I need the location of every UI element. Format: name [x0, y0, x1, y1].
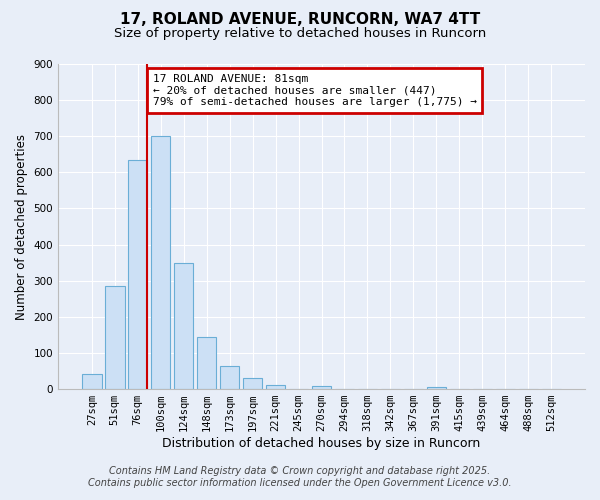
- Bar: [105, 286, 125, 389]
- Bar: [82, 374, 101, 389]
- Bar: [243, 378, 262, 389]
- Y-axis label: Number of detached properties: Number of detached properties: [15, 134, 28, 320]
- Bar: [427, 388, 446, 389]
- Bar: [128, 160, 148, 389]
- Bar: [151, 136, 170, 389]
- Bar: [266, 384, 286, 389]
- X-axis label: Distribution of detached houses by size in Runcorn: Distribution of detached houses by size …: [163, 437, 481, 450]
- Text: 17, ROLAND AVENUE, RUNCORN, WA7 4TT: 17, ROLAND AVENUE, RUNCORN, WA7 4TT: [120, 12, 480, 28]
- Bar: [197, 336, 217, 389]
- Text: Size of property relative to detached houses in Runcorn: Size of property relative to detached ho…: [114, 28, 486, 40]
- Bar: [312, 386, 331, 389]
- Text: 17 ROLAND AVENUE: 81sqm
← 20% of detached houses are smaller (447)
79% of semi-d: 17 ROLAND AVENUE: 81sqm ← 20% of detache…: [153, 74, 477, 107]
- Bar: [220, 366, 239, 389]
- Text: Contains HM Land Registry data © Crown copyright and database right 2025.
Contai: Contains HM Land Registry data © Crown c…: [88, 466, 512, 487]
- Bar: [174, 262, 193, 389]
